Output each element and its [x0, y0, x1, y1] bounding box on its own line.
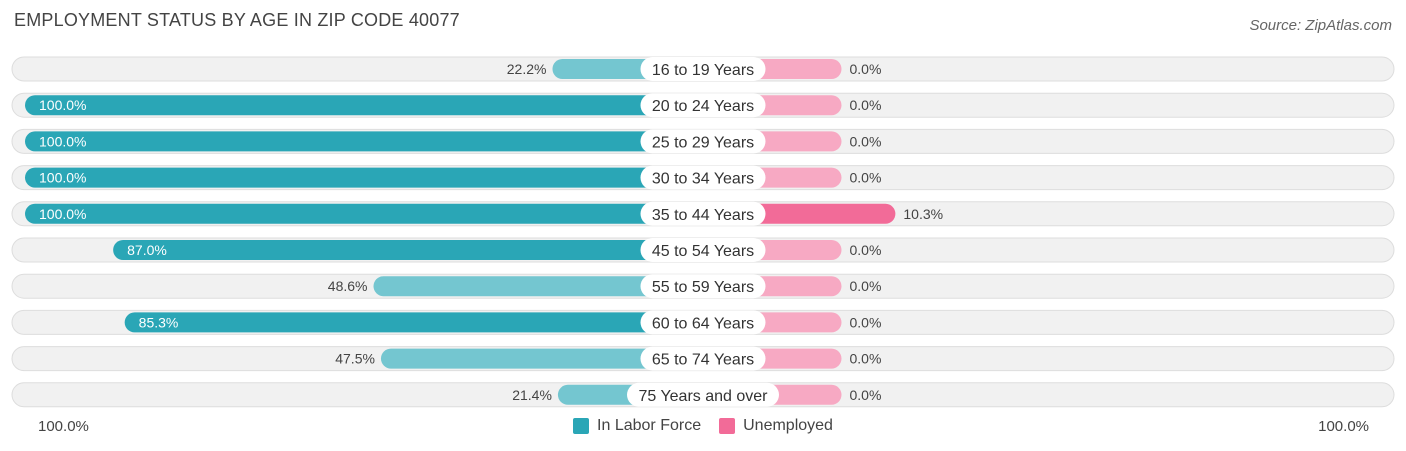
category-label: 16 to 19 Years — [652, 62, 754, 79]
legend-item-unemployed[interactable]: Unemployed — [719, 417, 833, 435]
value-label-labor-force: 48.6% — [328, 278, 368, 294]
value-label-labor-force: 100.0% — [39, 170, 86, 186]
axis-left-label: 100.0% — [38, 418, 89, 435]
category-label-pill — [640, 165, 766, 190]
bar-row: 55 to 59 Years 48.6% 0.0% — [11, 273, 1395, 299]
value-label-labor-force: 100.0% — [39, 206, 86, 222]
category-label: 35 to 44 Years — [652, 207, 754, 224]
category-label: 45 to 54 Years — [652, 243, 754, 260]
value-label-unemployed: 0.0% — [850, 387, 882, 403]
category-label: 25 to 29 Years — [652, 134, 754, 151]
chart-source: Source: ZipAtlas.com — [1249, 17, 1392, 34]
bar-row: 16 to 19 Years 22.2% 0.0% — [11, 56, 1395, 82]
bar-labor-force — [25, 203, 703, 224]
category-label-pill — [640, 238, 766, 262]
bar-labor-force — [380, 348, 703, 369]
category-label-pill — [640, 310, 766, 335]
bar-row: 25 to 29 Years 100.0% 0.0% — [11, 128, 1395, 154]
bar-row: 45 to 54 Years 87.0% 0.0% — [11, 237, 1395, 263]
value-label-labor-force: 100.0% — [39, 133, 86, 149]
legend: In Labor Force Unemployed — [0, 417, 1406, 435]
category-label-pill — [640, 57, 766, 81]
legend-item-labor-force[interactable]: In Labor Force — [573, 417, 701, 435]
legend-label-unemployed: Unemployed — [743, 417, 833, 434]
value-label-unemployed: 0.0% — [850, 133, 882, 149]
value-label-labor-force: 87.0% — [127, 242, 167, 258]
bar-labor-force — [25, 131, 703, 152]
bar-labor-force — [373, 276, 703, 297]
value-label-labor-force: 22.2% — [507, 61, 547, 77]
bar-labor-force — [113, 240, 703, 260]
value-label-unemployed: 0.0% — [850, 61, 882, 77]
category-label-pill — [640, 93, 766, 118]
category-label-pill — [640, 274, 766, 299]
category-label: 20 to 24 Years — [652, 98, 754, 115]
bar-row: 60 to 64 Years 85.3% 0.0% — [11, 309, 1395, 335]
legend-swatch-labor-force — [573, 418, 590, 434]
bar-labor-force — [124, 312, 703, 333]
bar-labor-force — [25, 167, 703, 188]
value-label-labor-force: 21.4% — [512, 387, 552, 403]
value-label-unemployed: 0.0% — [850, 278, 882, 294]
value-label-labor-force: 47.5% — [335, 351, 375, 367]
value-label-unemployed: 0.0% — [850, 170, 882, 186]
category-label: 60 to 64 Years — [652, 315, 754, 332]
category-label-pill — [640, 129, 766, 154]
chart-title: EMPLOYMENT STATUS BY AGE IN ZIP CODE 400… — [14, 10, 460, 30]
category-label: 75 Years and over — [639, 388, 769, 405]
category-label-pill — [627, 382, 779, 407]
bar-labor-force — [25, 95, 703, 116]
value-label-unemployed: 0.0% — [850, 97, 882, 113]
category-label: 55 to 59 Years — [652, 279, 754, 296]
category-label: 30 to 34 Years — [652, 171, 754, 188]
bar-row: 20 to 24 Years 100.0% 0.0% — [11, 92, 1395, 118]
bar-row: 30 to 34 Years 100.0% 0.0% — [11, 165, 1395, 191]
value-label-unemployed: 0.0% — [850, 314, 882, 330]
value-label-labor-force: 100.0% — [39, 97, 86, 113]
value-label-labor-force: 85.3% — [139, 314, 179, 330]
bar-row: 35 to 44 Years 100.0% 10.3% — [11, 201, 1395, 227]
category-label-pill — [640, 346, 766, 371]
bar-row: 65 to 74 Years 47.5% 0.0% — [11, 346, 1395, 372]
value-label-unemployed: 0.0% — [850, 351, 882, 367]
category-label: 65 to 74 Years — [652, 352, 754, 369]
category-label-pill — [640, 201, 766, 226]
legend-label-labor-force: In Labor Force — [597, 417, 702, 434]
bar-row: 75 Years and over 21.4% 0.0% — [11, 382, 1395, 408]
axis-right-label: 100.0% — [1318, 418, 1369, 435]
legend-swatch-unemployed — [719, 418, 736, 434]
value-label-unemployed: 0.0% — [850, 242, 882, 258]
value-label-unemployed: 10.3% — [903, 206, 943, 222]
